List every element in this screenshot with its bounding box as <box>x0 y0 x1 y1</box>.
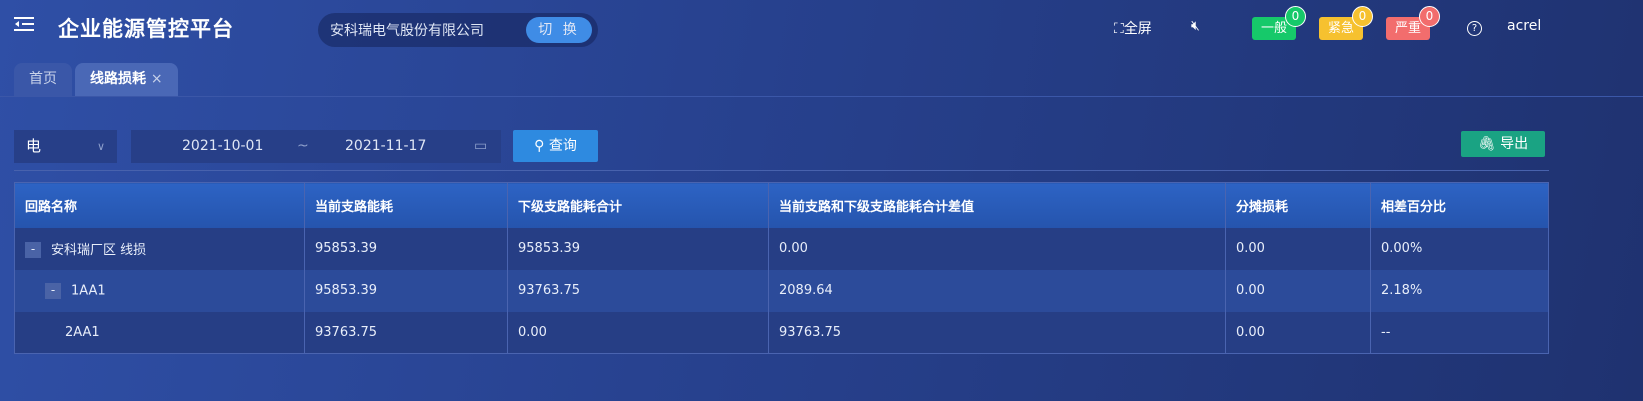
tab-line-loss[interactable]: 线路损耗 × <box>75 63 178 96</box>
column-header: 回路名称 <box>14 182 305 228</box>
paperclip-icon: 🖇︎ <box>1477 136 1496 152</box>
column-header: 分摊损耗 <box>1225 182 1371 228</box>
column-header: 相差百分比 <box>1370 182 1549 228</box>
mute-icon[interactable]: 🔇︎ <box>1191 18 1200 34</box>
column-header: 当前支路能耗 <box>304 182 508 228</box>
energy-type-select[interactable]: 电 ∨ <box>14 130 117 163</box>
table-row: -1AA1 95853.39 93763.75 2089.64 0.00 2.18% <box>14 269 1549 312</box>
fullscreen-icon: ⛶ <box>1114 21 1124 37</box>
user-name[interactable]: acrel <box>1507 18 1542 34</box>
divider <box>0 96 1643 97</box>
alarm-severe[interactable]: 严重 0 <box>1386 6 1440 40</box>
tab-home[interactable]: 首页 <box>14 63 72 96</box>
date-range-picker[interactable]: 2021-10-01 ~ 2021-11-17 ▭ <box>131 130 501 163</box>
company-name: 安科瑞电气股份有限公司 <box>330 23 484 39</box>
alarm-count: 0 <box>1419 6 1440 27</box>
range-separator: ~ <box>297 138 309 154</box>
alarm-general[interactable]: 一般 0 <box>1252 6 1306 40</box>
line-loss-table: 回路名称 当前支路能耗 下级支路能耗合计 当前支路和下级支路能耗合计差值 分摊损… <box>14 182 1549 354</box>
calendar-icon: ▭ <box>474 138 488 154</box>
divider <box>14 170 1549 171</box>
alarm-count: 0 <box>1285 6 1306 27</box>
search-icon: ⚲ <box>534 138 545 154</box>
collapse-toggle[interactable]: - <box>25 242 41 259</box>
fullscreen-button[interactable]: ⛶全屏 <box>1114 18 1152 38</box>
end-date[interactable]: 2021-11-17 <box>345 138 427 154</box>
app-title: 企业能源管控平台 <box>58 17 234 41</box>
column-header: 当前支路和下级支路能耗合计差值 <box>768 182 1226 228</box>
export-button[interactable]: 🖇︎ 导出 <box>1461 131 1545 157</box>
switch-button[interactable]: 切 换 <box>526 17 592 43</box>
fullscreen-label: 全屏 <box>1123 21 1152 37</box>
table-row: - 安科瑞厂区 线损 95853.39 95853.39 0.00 0.00 0.00% <box>14 227 1549 270</box>
table-header: 回路名称 当前支路能耗 下级支路能耗合计 当前支路和下级支路能耗合计差值 分摊损… <box>14 182 1549 228</box>
alarm-urgent[interactable]: 紧急 0 <box>1319 6 1373 40</box>
alarm-count: 0 <box>1352 6 1373 27</box>
close-icon[interactable]: × <box>150 71 163 87</box>
column-header: 下级支路能耗合计 <box>507 182 769 228</box>
start-date[interactable]: 2021-10-01 <box>182 138 264 154</box>
help-icon[interactable]: ? <box>1467 21 1482 36</box>
query-button[interactable]: ⚲ 查询 <box>513 130 598 162</box>
collapse-toggle[interactable]: - <box>45 282 61 299</box>
menu-collapse-icon[interactable] <box>14 16 34 32</box>
table-row: 2AA1 93763.75 0.00 93763.75 0.00 -- <box>14 311 1549 354</box>
company-selector: 安科瑞电气股份有限公司 切 换 <box>318 13 598 47</box>
chevron-down-icon: ∨ <box>96 140 105 153</box>
